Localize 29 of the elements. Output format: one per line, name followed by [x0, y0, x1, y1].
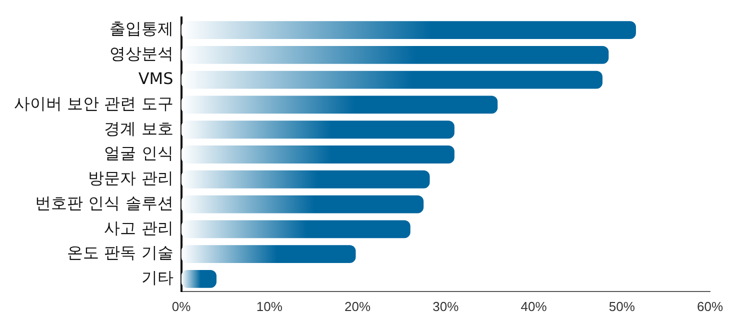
- x-tick-label: 0%: [172, 298, 192, 314]
- bar: [181, 96, 498, 114]
- bar: [181, 245, 356, 264]
- y-tick-label: 번호판 인식 솔루션: [35, 193, 174, 212]
- bar: [181, 195, 424, 214]
- y-tick-label: VMS: [138, 68, 174, 88]
- x-tick-label: 60%: [696, 298, 724, 314]
- y-tick-label: 기타: [141, 268, 174, 288]
- x-tick-label: 10%: [256, 298, 283, 314]
- y-tick-label: 사이버 보안 관련 도구: [14, 94, 174, 113]
- bar: [181, 70, 602, 89]
- bar: [181, 220, 410, 238]
- x-tick-label: 40%: [520, 298, 548, 314]
- y-tick-label: 얼굴 인식: [104, 144, 174, 163]
- y-tick-label: 경계 보호: [104, 118, 174, 138]
- y-tick-label: 방문자 관리: [88, 168, 174, 188]
- y-tick-label: 온도 판독 기술: [67, 243, 174, 262]
- x-tick-label: 50%: [608, 298, 636, 314]
- bar: [181, 21, 636, 40]
- bar: [181, 120, 454, 139]
- bar: [181, 46, 609, 64]
- y-tick-label: 사고 관리: [104, 218, 174, 238]
- bar: [181, 146, 454, 164]
- x-tick-label: 20%: [344, 298, 371, 314]
- y-tick-label: 출입통제: [109, 19, 174, 38]
- bar: [181, 270, 217, 288]
- x-tick-label: 30%: [432, 298, 460, 314]
- bar: [181, 170, 430, 188]
- y-tick-label: 영상분석: [109, 44, 174, 64]
